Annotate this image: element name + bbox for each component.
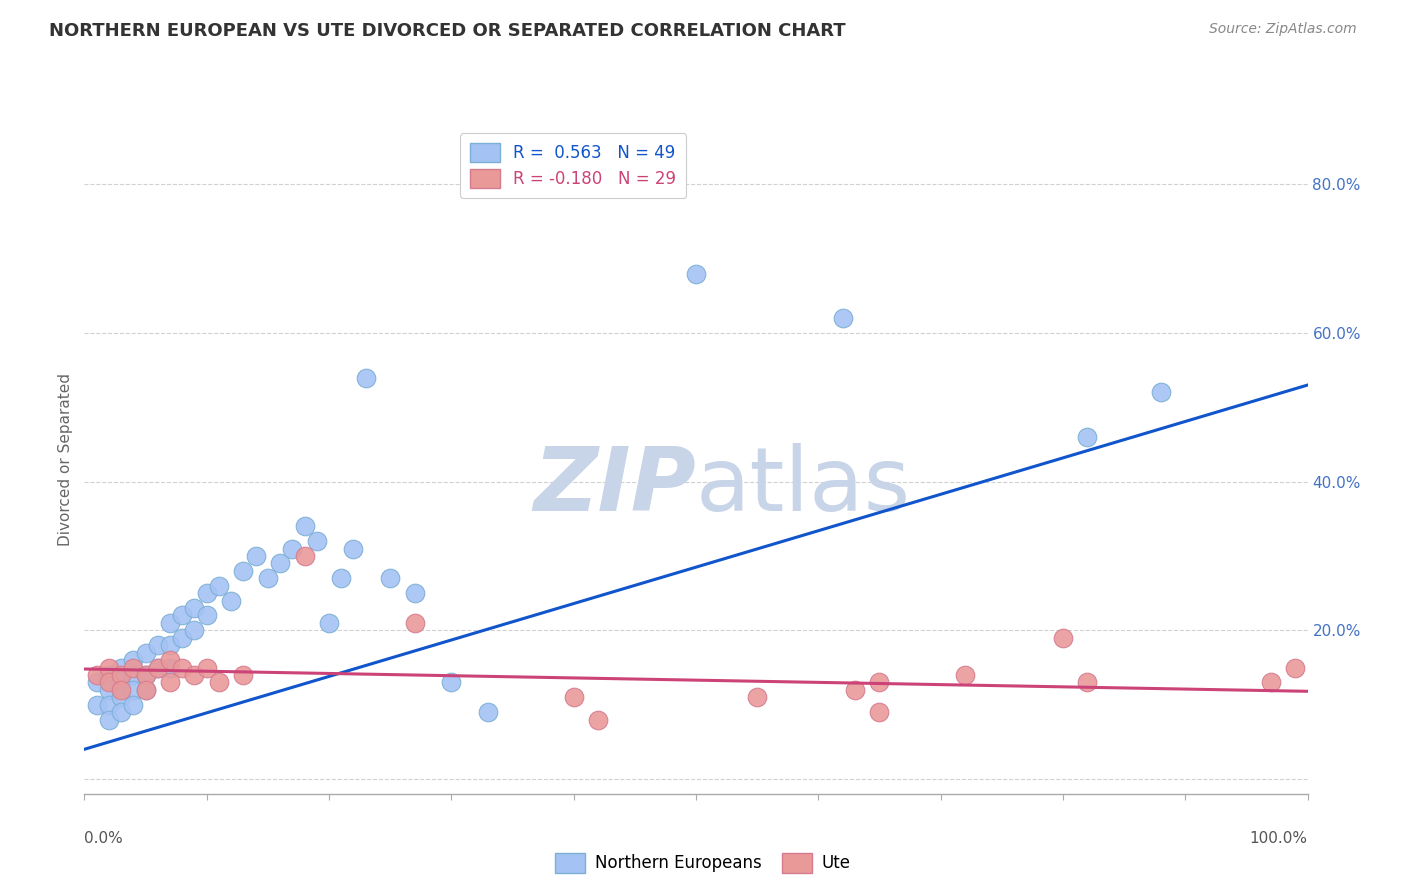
Point	[97, 668, 120, 682]
Point	[844, 682, 866, 697]
Point	[380, 571, 402, 585]
Point	[172, 631, 194, 645]
Point	[354, 370, 377, 384]
Point	[122, 698, 145, 712]
Legend: Northern Europeans, Ute: Northern Europeans, Ute	[548, 847, 858, 880]
Point	[831, 311, 853, 326]
Point	[97, 675, 120, 690]
Point	[97, 698, 120, 712]
Point	[110, 705, 132, 719]
Point	[232, 668, 254, 682]
Point	[869, 675, 891, 690]
Point	[257, 571, 280, 585]
Point	[86, 668, 108, 682]
Point	[135, 646, 157, 660]
Text: atlas: atlas	[696, 442, 911, 530]
Point	[97, 660, 120, 674]
Y-axis label: Divorced or Separated: Divorced or Separated	[58, 373, 73, 546]
Point	[146, 660, 169, 674]
Point	[159, 615, 181, 630]
Point	[330, 571, 353, 585]
Point	[183, 624, 205, 638]
Point	[1150, 385, 1173, 400]
Point	[294, 549, 316, 563]
Text: 100.0%: 100.0%	[1250, 830, 1308, 846]
Point	[685, 267, 707, 281]
Point	[1076, 675, 1098, 690]
Point	[172, 660, 194, 674]
Point	[1052, 631, 1074, 645]
Point	[208, 579, 231, 593]
Point	[440, 675, 463, 690]
Point	[135, 668, 157, 682]
Point	[195, 608, 218, 623]
Point	[135, 668, 157, 682]
Point	[219, 593, 242, 607]
Point	[1284, 660, 1306, 674]
Point	[477, 705, 499, 719]
Point	[953, 668, 976, 682]
Point	[586, 713, 609, 727]
Point	[195, 660, 218, 674]
Point	[183, 668, 205, 682]
Text: 0.0%: 0.0%	[84, 830, 124, 846]
Point	[159, 653, 181, 667]
Point	[86, 698, 108, 712]
Legend: R =  0.563   N = 49, R = -0.180   N = 29: R = 0.563 N = 49, R = -0.180 N = 29	[460, 133, 686, 198]
Point	[122, 653, 145, 667]
Point	[172, 608, 194, 623]
Point	[869, 705, 891, 719]
Point	[208, 675, 231, 690]
Point	[183, 601, 205, 615]
Point	[342, 541, 364, 556]
Point	[146, 660, 169, 674]
Point	[159, 660, 181, 674]
Point	[159, 638, 181, 652]
Point	[122, 660, 145, 674]
Point	[110, 660, 132, 674]
Point	[110, 675, 132, 690]
Point	[135, 682, 157, 697]
Text: ZIP: ZIP	[533, 442, 696, 530]
Point	[146, 638, 169, 652]
Point	[318, 615, 340, 630]
Point	[404, 586, 426, 600]
Point	[747, 690, 769, 705]
Point	[110, 668, 132, 682]
Point	[110, 682, 132, 697]
Point	[305, 534, 328, 549]
Text: Source: ZipAtlas.com: Source: ZipAtlas.com	[1209, 22, 1357, 37]
Point	[404, 615, 426, 630]
Point	[195, 586, 218, 600]
Text: NORTHERN EUROPEAN VS UTE DIVORCED OR SEPARATED CORRELATION CHART: NORTHERN EUROPEAN VS UTE DIVORCED OR SEP…	[49, 22, 846, 40]
Point	[122, 682, 145, 697]
Point	[122, 668, 145, 682]
Point	[135, 682, 157, 697]
Point	[245, 549, 267, 563]
Point	[281, 541, 304, 556]
Point	[97, 682, 120, 697]
Point	[159, 675, 181, 690]
Point	[97, 713, 120, 727]
Point	[294, 519, 316, 533]
Point	[1076, 430, 1098, 444]
Point	[562, 690, 585, 705]
Point	[1260, 675, 1282, 690]
Point	[86, 675, 108, 690]
Point	[269, 557, 291, 571]
Point	[110, 690, 132, 705]
Point	[232, 564, 254, 578]
